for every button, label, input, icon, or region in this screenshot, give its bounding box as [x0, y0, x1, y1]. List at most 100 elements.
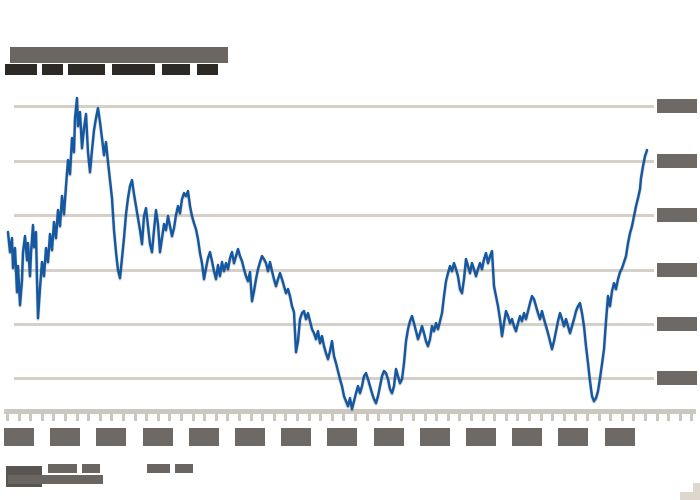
y-axis-label-redacted: [657, 371, 697, 385]
x-axis-tick: [76, 414, 79, 421]
x-axis-tick: [644, 414, 647, 421]
x-axis-tick: [134, 414, 137, 421]
x-axis-tick: [41, 414, 44, 421]
x-axis-label-redacted: [466, 428, 496, 446]
x-axis-tick: [99, 414, 102, 421]
x-axis-tick: [203, 414, 206, 421]
x-axis-tick: [540, 414, 543, 421]
x-axis-tick: [331, 414, 334, 421]
x-axis-tick: [261, 414, 264, 421]
gridline: [14, 105, 654, 108]
x-axis-tick: [296, 414, 299, 421]
subtitle-word-redacted: [197, 64, 218, 75]
x-axis-tick: [400, 414, 403, 421]
x-axis-tick: [482, 414, 485, 421]
x-axis-tick: [180, 414, 183, 421]
x-axis-tick: [551, 414, 554, 421]
x-axis-tick: [563, 414, 566, 421]
x-axis-tick: [192, 414, 195, 421]
x-axis-tick: [389, 414, 392, 421]
y-axis-label-redacted: [657, 263, 697, 277]
gridline: [14, 214, 654, 217]
source-word-redacted: [147, 464, 170, 473]
x-axis-tick: [308, 414, 311, 421]
x-axis-tick: [458, 414, 461, 421]
x-axis-tick: [574, 414, 577, 421]
x-axis-tick: [18, 414, 21, 421]
x-axis-tick: [667, 414, 670, 421]
x-axis-label-redacted: [4, 428, 34, 446]
x-axis-tick: [447, 414, 450, 421]
x-axis-tick: [87, 414, 90, 421]
x-axis-label-redacted: [558, 428, 588, 446]
x-axis-label-redacted: [327, 428, 357, 446]
x-axis-tick: [273, 414, 276, 421]
x-axis-label-redacted: [605, 428, 635, 446]
y-axis-label-redacted: [657, 99, 697, 113]
gridline: [14, 377, 654, 380]
x-axis-tick: [609, 414, 612, 421]
subtitle-word-redacted: [112, 64, 155, 75]
subtitle-word-redacted: [162, 64, 190, 75]
subtitle-word-redacted: [5, 64, 37, 75]
x-axis-tick: [586, 414, 589, 421]
corner-nib-mark: [693, 483, 700, 492]
gridline: [14, 269, 654, 272]
source-word-redacted: [82, 464, 100, 473]
x-axis-tick: [493, 414, 496, 421]
source-word-redacted: [48, 464, 77, 473]
source-word-redacted: [175, 464, 193, 473]
x-axis-tick: [377, 414, 380, 421]
x-axis-tick: [284, 414, 287, 421]
x-axis-tick: [412, 414, 415, 421]
x-axis-tick: [64, 414, 67, 421]
x-axis-tick: [215, 414, 218, 421]
x-axis-tick: [528, 414, 531, 421]
x-axis-label-redacted: [189, 428, 219, 446]
x-axis-tick: [679, 414, 682, 421]
x-axis-tick: [690, 414, 693, 421]
x-axis-tick: [598, 414, 601, 421]
y-axis-label-redacted: [657, 154, 697, 168]
chart-title-redacted-bar: [10, 47, 228, 63]
x-axis-tick: [6, 414, 9, 421]
x-axis-tick: [168, 414, 171, 421]
x-axis-tick: [226, 414, 229, 421]
x-axis-tick: [621, 414, 624, 421]
x-axis-tick: [29, 414, 32, 421]
x-axis-label-redacted: [374, 428, 404, 446]
x-axis-tick: [366, 414, 369, 421]
x-axis-tick: [122, 414, 125, 421]
x-axis-tick: [342, 414, 345, 421]
x-axis-tick: [250, 414, 253, 421]
x-axis-label-redacted: [96, 428, 126, 446]
subtitle-word-redacted: [68, 64, 105, 75]
x-axis-label-redacted: [420, 428, 450, 446]
x-axis-tick: [52, 414, 55, 421]
gridline: [14, 323, 654, 326]
x-axis-label-redacted: [235, 428, 265, 446]
price-line-series: [6, 96, 649, 411]
gridline: [14, 160, 654, 163]
x-axis-tick: [110, 414, 113, 421]
x-axis-tick: [632, 414, 635, 421]
x-axis-tick: [505, 414, 508, 421]
x-axis-tick: [435, 414, 438, 421]
x-axis-tick: [656, 414, 659, 421]
x-axis-label-redacted: [281, 428, 311, 446]
x-axis-tick: [516, 414, 519, 421]
corner-nib-mark: [680, 492, 700, 500]
x-axis-tick: [238, 414, 241, 421]
x-axis-label-redacted: [50, 428, 80, 446]
x-axis-tick: [424, 414, 427, 421]
y-axis-label-redacted: [657, 208, 697, 222]
x-axis-tick: [354, 414, 357, 421]
x-axis-tick: [319, 414, 322, 421]
source-word-redacted: [8, 475, 103, 484]
x-axis-label-redacted: [143, 428, 173, 446]
y-axis-label-redacted: [657, 317, 697, 331]
subtitle-word-redacted: [42, 64, 63, 75]
x-axis-line: [4, 409, 696, 414]
